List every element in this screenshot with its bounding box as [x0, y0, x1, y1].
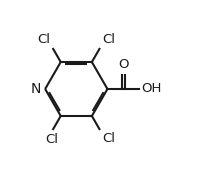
Text: N: N	[30, 82, 41, 96]
Text: OH: OH	[141, 82, 161, 96]
Text: Cl: Cl	[102, 33, 115, 46]
Text: Cl: Cl	[37, 33, 50, 46]
Text: O: O	[118, 58, 129, 71]
Text: Cl: Cl	[45, 133, 58, 146]
Text: Cl: Cl	[102, 132, 115, 145]
